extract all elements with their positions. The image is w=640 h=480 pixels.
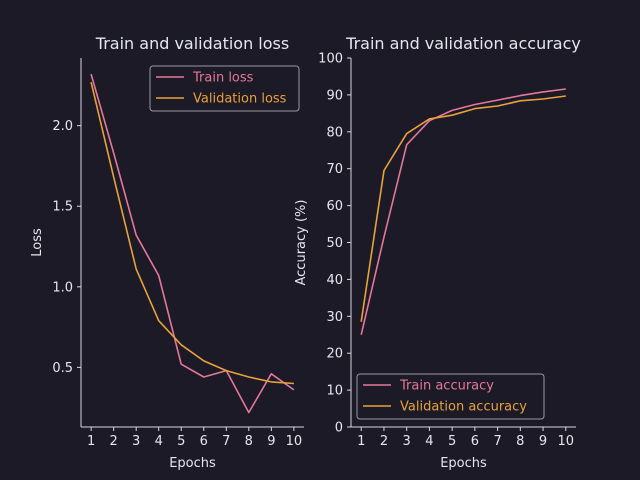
x-tick-label: 10 xyxy=(557,434,574,449)
series-line-validation xyxy=(360,95,566,322)
y-axis-label: Loss xyxy=(30,228,45,257)
x-tick-label: 7 xyxy=(222,434,230,449)
x-tick-label: 8 xyxy=(245,434,253,449)
x-axis-label: Epochs xyxy=(440,456,487,471)
y-tick-label: 100 xyxy=(318,52,343,67)
x-tick-label: 6 xyxy=(471,434,479,449)
legend: Train loss Validation loss xyxy=(149,65,300,112)
legend-box xyxy=(149,65,300,112)
legend-label: Train loss xyxy=(192,71,254,86)
x-tick-label: 5 xyxy=(448,434,456,449)
y-tick-label: 0 xyxy=(335,421,343,436)
legend-label: Train accuracy xyxy=(399,379,494,394)
x-tick-label: 3 xyxy=(403,434,411,449)
y-tick-label: 1.0 xyxy=(52,280,73,295)
x-tick-label: 10 xyxy=(286,434,303,449)
y-tick-label: 2.0 xyxy=(52,119,73,134)
x-tick-label: 4 xyxy=(425,434,433,449)
x-tick-label: 1 xyxy=(357,434,365,449)
x-tick-label: 6 xyxy=(200,434,208,449)
y-tick-label: 20 xyxy=(326,347,343,362)
y-tick-label: 60 xyxy=(326,199,343,214)
y-tick-label: 0.5 xyxy=(52,361,73,376)
x-tick-label: 5 xyxy=(177,434,185,449)
x-tick-label: 3 xyxy=(132,434,140,449)
x-tick-label: 4 xyxy=(155,434,163,449)
series-line-train xyxy=(360,88,566,335)
y-tick-label: 80 xyxy=(326,125,343,140)
x-axis-label: Epochs xyxy=(169,456,216,471)
x-tick-label: 8 xyxy=(516,434,524,449)
legend-box xyxy=(356,373,545,420)
x-tick-label: 2 xyxy=(380,434,388,449)
y-tick-label: 90 xyxy=(326,88,343,103)
y-axis-label: Accuracy (%) xyxy=(294,200,309,286)
x-tick-label: 9 xyxy=(267,434,275,449)
loss-chart: Train and validation loss 1 2 3 4 5 6 7 8 9 10 0.5 1… xyxy=(30,34,304,471)
series-line-train xyxy=(90,73,295,414)
y-tick-label: 1.5 xyxy=(52,200,73,215)
y-tick-label: 10 xyxy=(326,384,343,399)
x-tick-label: 1 xyxy=(87,434,95,449)
y-tick-label: 70 xyxy=(326,162,343,177)
y-tick-label: 50 xyxy=(326,236,343,251)
x-tick-label: 9 xyxy=(539,434,547,449)
accuracy-chart: Train and validation accuracy 1 2 3 4 5 6 7 8 9 10… xyxy=(294,34,581,471)
legend: Train accuracy Validation accuracy xyxy=(356,373,545,420)
x-tick-label: 2 xyxy=(110,434,118,449)
series-line-validation xyxy=(90,82,294,385)
chart-title: Train and validation accuracy xyxy=(345,34,581,53)
x-tick-label: 7 xyxy=(493,434,501,449)
y-tick-label: 40 xyxy=(326,273,343,288)
chart-title: Train and validation loss xyxy=(95,34,289,53)
y-tick-label: 30 xyxy=(326,310,343,325)
legend-label: Validation accuracy xyxy=(400,400,527,415)
legend-label: Validation loss xyxy=(193,92,287,107)
